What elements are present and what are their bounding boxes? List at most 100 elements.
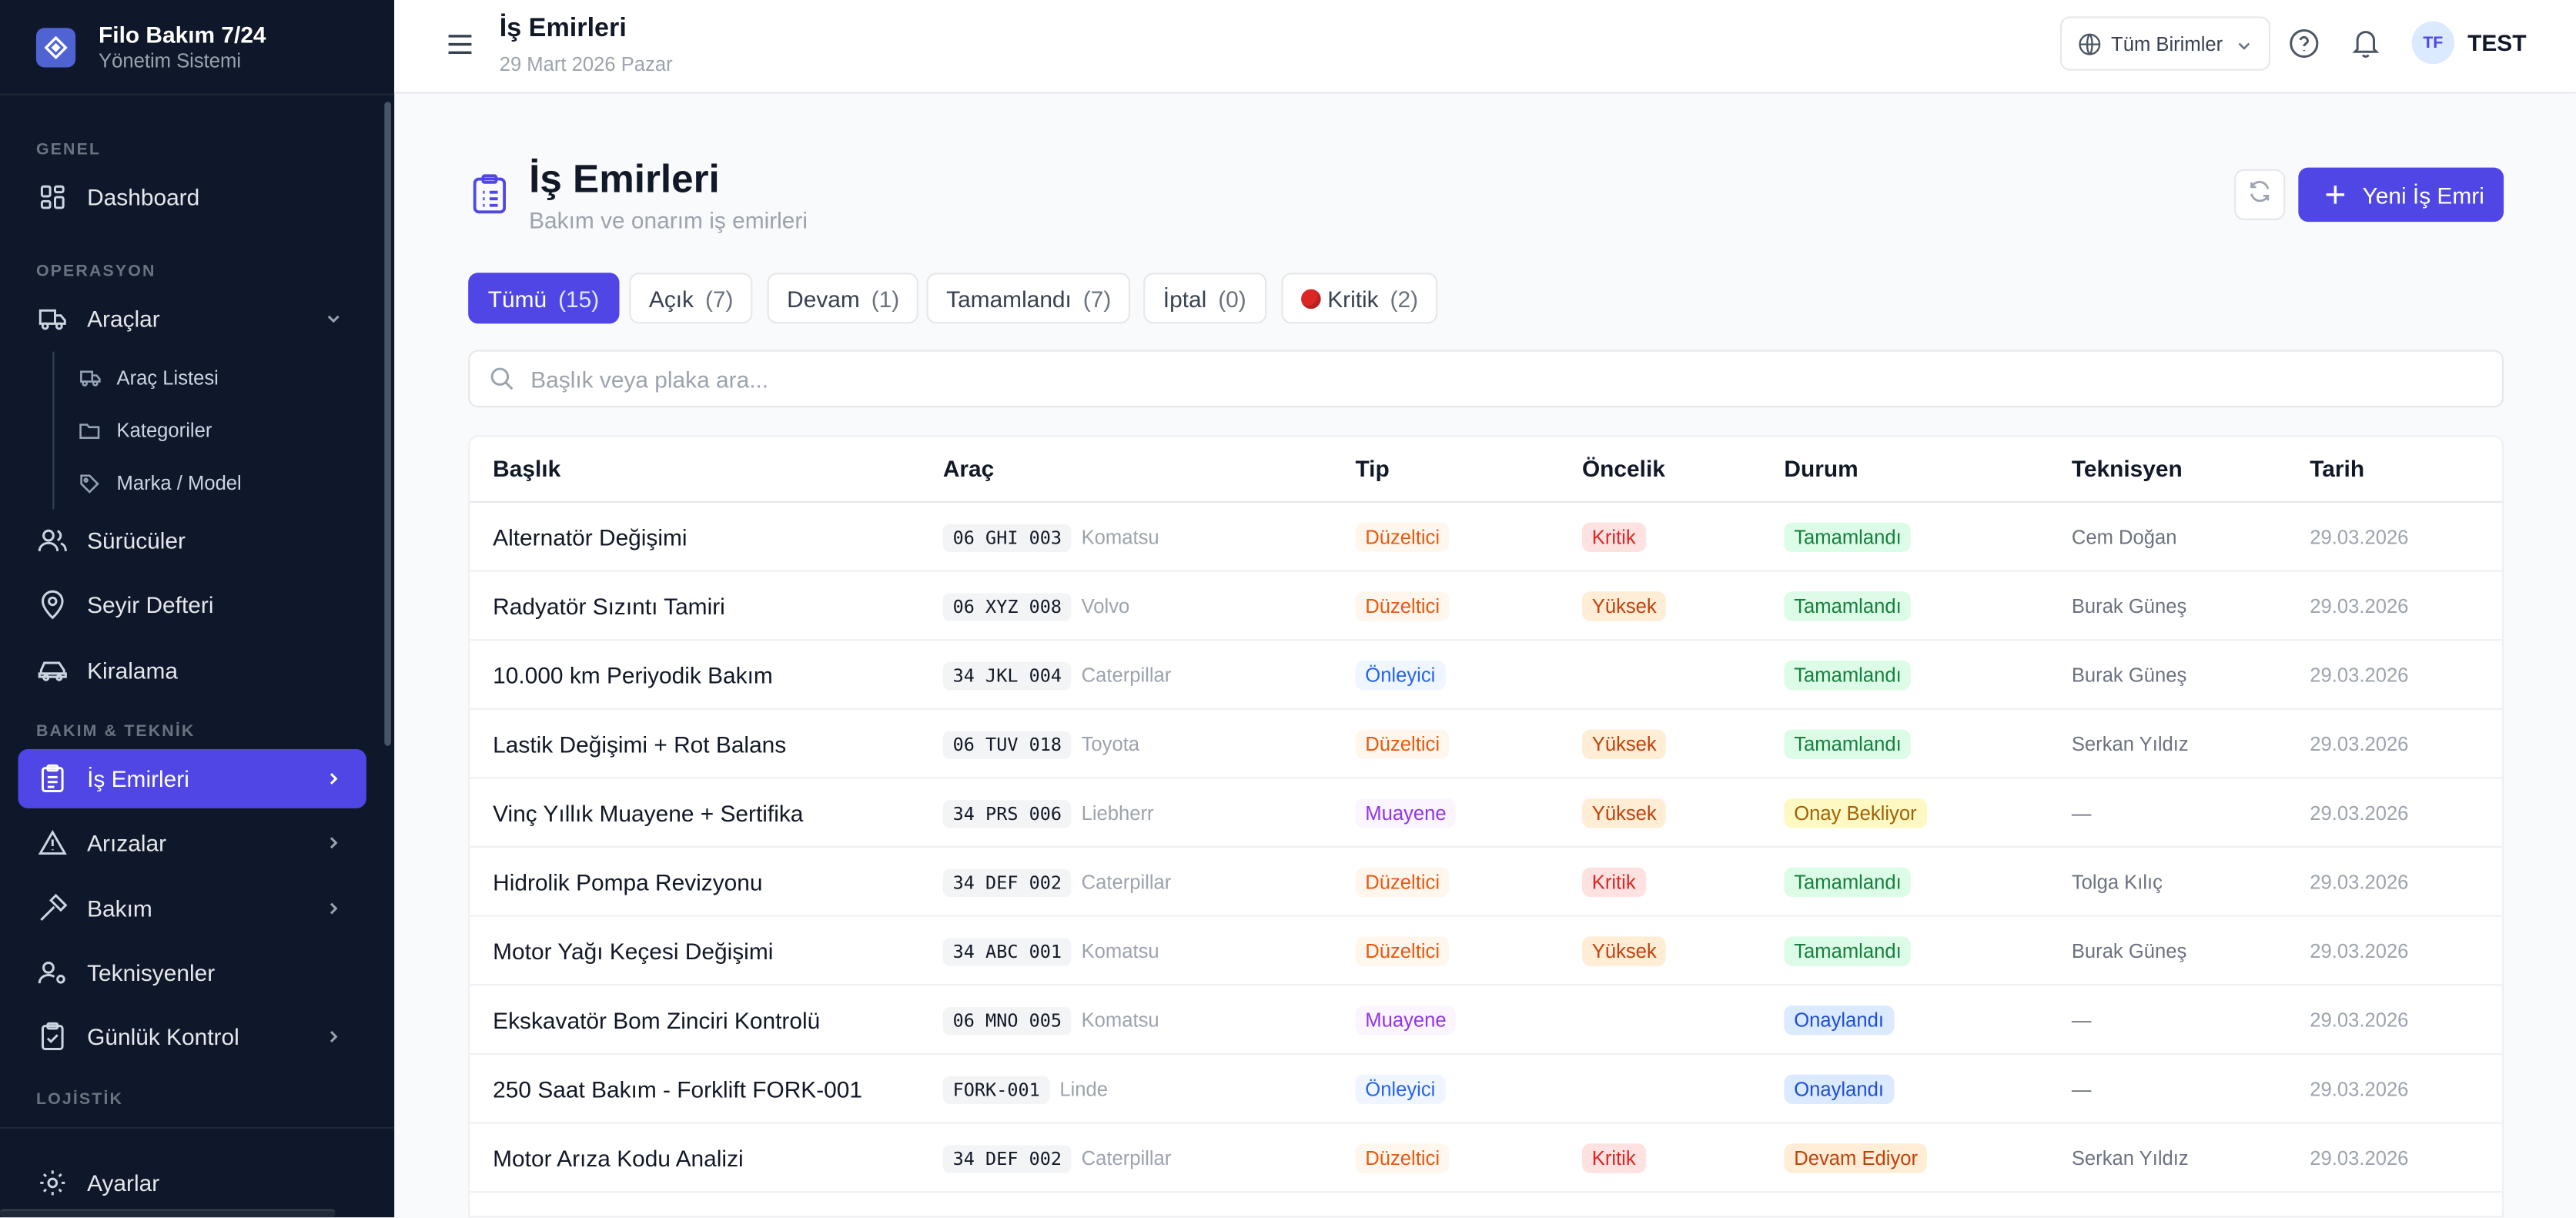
sidebar-item-seyir-defteri[interactable]: Seyir Defteri bbox=[18, 575, 366, 634]
table-row[interactable]: Hidrolik Pompa Revizyonu 34 DEF 002 Caterp… bbox=[470, 848, 2502, 917]
avatar[interactable]: TF bbox=[2411, 21, 2455, 65]
priority-badge: Yüksek bbox=[1581, 591, 1667, 621]
status-badge: Tamamlandı bbox=[1784, 660, 1912, 691]
search-input[interactable] bbox=[527, 363, 2335, 394]
cell-type: Düzeltici bbox=[1355, 710, 1450, 779]
cell-technician: — bbox=[2072, 1055, 2092, 1124]
filter-tab-completed[interactable]: Tamamlandı (7) bbox=[926, 273, 1131, 324]
sidebar-item-arizalar[interactable]: Arızalar bbox=[18, 813, 366, 872]
clipboard-icon bbox=[38, 764, 67, 793]
sidebar-item-gunluk-kontrol[interactable]: Günlük Kontrol bbox=[18, 1007, 366, 1066]
table-row[interactable]: 250 Saat Bakım - Forklift FORK-001 FORK-0… bbox=[470, 1055, 2502, 1124]
technician-name: Serkan Yıldız bbox=[2071, 732, 2189, 756]
sidebar-item-suruculer[interactable]: Sürücüler bbox=[18, 511, 366, 571]
sidebar-item-ayarlar[interactable]: Ayarlar bbox=[18, 1153, 366, 1213]
table-row[interactable]: Motor Yağı Keçesi Değişimi 34 ABC 001 Koma… bbox=[470, 917, 2502, 986]
chevron-right-icon bbox=[323, 1026, 343, 1052]
type-badge: Düzeltici bbox=[1355, 936, 1450, 966]
sidebar-subitem-marka-model[interactable]: Marka / Model bbox=[79, 463, 242, 503]
filter-tab-all[interactable]: Tümü (15) bbox=[468, 273, 619, 324]
search-box[interactable] bbox=[468, 350, 2504, 408]
cell-vehicle: 06 MNO 005 Komatsu bbox=[942, 985, 1159, 1055]
filter-count: (2) bbox=[1390, 285, 1419, 312]
filter-tab-cancelled[interactable]: İptal (0) bbox=[1143, 273, 1266, 324]
priority-badge: Kritik bbox=[1581, 522, 1646, 552]
table-row[interactable]: Alternatör Değişimi 06 GHI 003 Komatsu Düze… bbox=[470, 503, 2502, 572]
section-genel: GENEL bbox=[35, 141, 102, 159]
plate-number: 06 TUV 018 bbox=[942, 730, 1072, 758]
col-header-status[interactable]: Durum bbox=[1784, 455, 1858, 482]
table-row[interactable]: Ekskavatör Bom Zinciri Kontrolü 06 MNO 00… bbox=[470, 985, 2502, 1055]
menu-icon[interactable] bbox=[443, 28, 477, 61]
cell-priority: Yüksek bbox=[1581, 572, 1667, 641]
sidebar-item-label: Araçlar bbox=[87, 305, 160, 333]
plate-number: FORK-001 bbox=[942, 1075, 1050, 1103]
col-header-vehicle[interactable]: Araç bbox=[942, 455, 995, 482]
cell-technician: Burak Güneş bbox=[2072, 917, 2186, 986]
technician-name: Burak Güneş bbox=[2071, 594, 2187, 618]
date-value: 29.03.2026 bbox=[2310, 1077, 2409, 1101]
gear-icon bbox=[38, 1168, 67, 1197]
date-value: 29.03.2026 bbox=[2310, 664, 2409, 687]
status-badge: Onay Bekliyor bbox=[1784, 798, 1927, 828]
filter-tab-in-progress[interactable]: Devam (1) bbox=[767, 273, 919, 324]
plate-number: 34 JKL 004 bbox=[942, 661, 1072, 690]
type-badge: Düzeltici bbox=[1355, 867, 1450, 898]
table-row[interactable]: 10.000 km Periyodik Bakım 34 JKL 004 Cater… bbox=[470, 641, 2502, 710]
table-row[interactable]: Vinç Yıllık Muayene + Sertifika 34 PRS 00… bbox=[470, 778, 2502, 848]
cell-vehicle: 06 GHI 003 Komatsu bbox=[942, 503, 1159, 572]
topbar-date: 29 Mart 2026 Pazar bbox=[499, 52, 673, 76]
type-badge: Önleyici bbox=[1355, 1074, 1446, 1104]
sidebar-item-bakim[interactable]: Bakım bbox=[18, 879, 366, 939]
cell-status: Tamamlandı bbox=[1784, 641, 1912, 710]
col-header-type[interactable]: Tip bbox=[1355, 455, 1390, 482]
tag-icon bbox=[79, 471, 102, 494]
sidebar-scrollbar[interactable] bbox=[384, 102, 391, 746]
col-header-title[interactable]: Başlık bbox=[493, 455, 561, 482]
brand-logo-icon bbox=[35, 27, 76, 67]
table-row[interactable]: Lastik Değişimi + Rot Balans 06 TUV 018 To… bbox=[470, 710, 2502, 779]
sidebar-item-dashboard[interactable]: Dashboard bbox=[18, 168, 366, 227]
work-orders-table: Başlık Araç Tip Öncelik Durum Teknisyen … bbox=[468, 435, 2504, 1218]
filter-tab-open[interactable]: Açık (7) bbox=[629, 273, 754, 324]
page-title: İş Emirleri bbox=[529, 157, 720, 202]
cell-status: Tamamlandı bbox=[1784, 503, 1912, 572]
new-work-order-button[interactable]: Yeni İş Emri bbox=[2298, 167, 2504, 223]
status-badge: Devam Ediyor bbox=[1784, 1143, 1928, 1173]
table-row[interactable]: Radyatör Sızıntı Tamiri 06 XYZ 008 Volvo Dü… bbox=[470, 572, 2502, 641]
refresh-button[interactable] bbox=[2234, 169, 2286, 220]
horizontal-scrollbar[interactable] bbox=[0, 1209, 336, 1218]
chevron-right-icon bbox=[323, 897, 343, 923]
section-bakim: BAKIM & TEKNİK bbox=[35, 722, 196, 741]
unit-select[interactable]: Tüm Birimler bbox=[2059, 16, 2271, 71]
vehicle-brand: Linde bbox=[1059, 1077, 1109, 1101]
type-badge: Düzeltici bbox=[1355, 591, 1450, 621]
filter-count: (1) bbox=[871, 285, 900, 312]
col-header-priority[interactable]: Öncelik bbox=[1581, 455, 1665, 482]
cell-vehicle: 34 JKL 004 Caterpillar bbox=[942, 641, 1171, 710]
sidebar-item-label: Bakım bbox=[87, 895, 152, 922]
table-row[interactable]: Motor Arıza Kodu Analizi 34 DEF 002 Caterp… bbox=[470, 1124, 2502, 1193]
sidebar-item-teknisyenler[interactable]: Teknisyenler bbox=[18, 943, 366, 1002]
work-order-title: Ekskavatör Bom Zinciri Kontrolü bbox=[493, 1007, 821, 1034]
help-icon[interactable] bbox=[2289, 28, 2320, 67]
filter-count: (7) bbox=[704, 285, 734, 312]
work-order-title: Motor Yağı Keçesi Değişimi bbox=[493, 938, 774, 965]
col-header-date[interactable]: Tarih bbox=[2310, 455, 2365, 482]
sidebar-subitem-arac-listesi[interactable]: Araç Listesi bbox=[79, 358, 219, 397]
sidebar-item-is-emirleri[interactable]: İş Emirleri bbox=[18, 749, 366, 808]
vehicle-brand: Caterpillar bbox=[1081, 870, 1172, 894]
sidebar-item-araclar[interactable]: Araçlar bbox=[18, 289, 366, 349]
cell-type: Düzeltici bbox=[1355, 572, 1450, 641]
sidebar-item-kiralama[interactable]: Kiralama bbox=[18, 641, 366, 700]
col-header-technician[interactable]: Teknisyen bbox=[2071, 455, 2183, 482]
brand[interactable]: Filo Bakım 7/24 Yönetim Sistemi bbox=[0, 0, 395, 95]
cell-status: Onaylandı bbox=[1784, 1055, 1894, 1124]
bell-icon[interactable] bbox=[2351, 26, 2380, 67]
username[interactable]: TEST bbox=[2467, 29, 2527, 56]
plate-number: 34 PRS 006 bbox=[942, 799, 1072, 828]
vehicle-brand: Liebherr bbox=[1081, 801, 1154, 825]
filter-tab-critical[interactable]: Kritik (2) bbox=[1281, 273, 1438, 324]
status-badge: Onaylandı bbox=[1784, 1005, 1894, 1036]
sidebar-subitem-kategoriler[interactable]: Kategoriler bbox=[79, 410, 212, 450]
